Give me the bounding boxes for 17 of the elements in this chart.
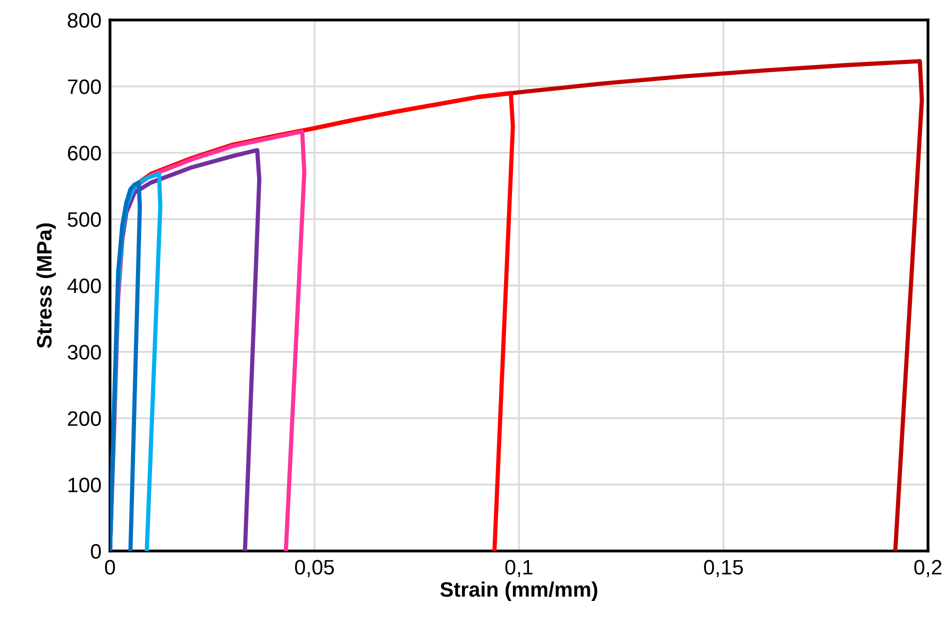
x-tick-label: 0,15 [704, 560, 743, 578]
y-tick-label: 500 [68, 212, 101, 227]
x-tick-label: 0,05 [295, 560, 334, 578]
y-tick-label: 200 [68, 411, 101, 426]
line-series [110, 180, 142, 551]
y-axis-title: Stress (MPa) [36, 223, 56, 348]
x-tick-label: 0,1 [505, 560, 532, 578]
y-tick-label: 400 [67, 278, 101, 294]
y-tick-label: 600 [68, 146, 101, 161]
y-tick-label: 0 [90, 544, 101, 559]
y-tick-label: 800 [68, 13, 101, 28]
x-axis-title: Strain (mm/mm) [440, 582, 598, 601]
y-tick-label: 700 [68, 79, 101, 94]
x-tick-label: 0 [105, 560, 115, 575]
y-tick-label: 300 [68, 344, 101, 360]
x-tick-label: 0,2 [914, 560, 942, 578]
y-tick-label: 100 [68, 478, 101, 492]
